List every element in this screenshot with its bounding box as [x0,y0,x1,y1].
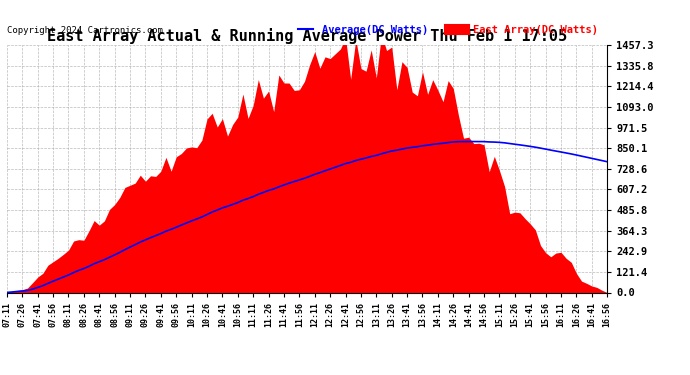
Title: East Array Actual & Running Average Power Thu Feb 1 17:05: East Array Actual & Running Average Powe… [47,28,567,44]
Legend: Average(DC Watts), East Array(DC Watts): Average(DC Watts), East Array(DC Watts) [294,21,602,39]
Text: Copyright 2024 Cartronics.com: Copyright 2024 Cartronics.com [7,26,163,35]
